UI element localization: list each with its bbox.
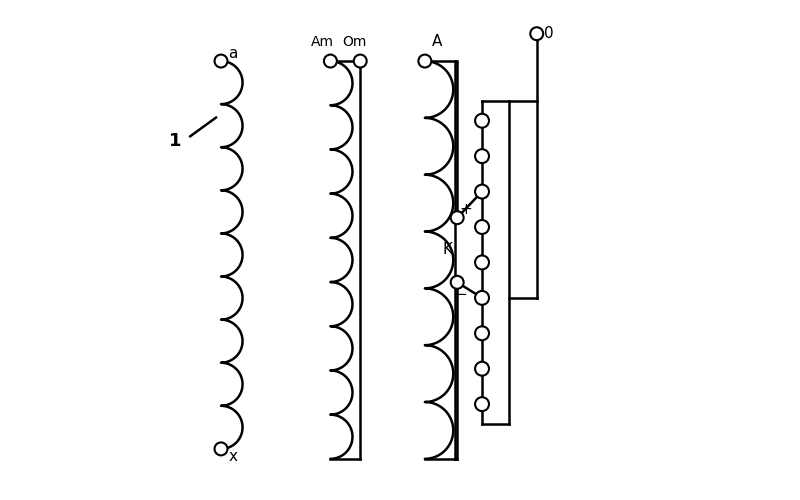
Text: 0: 0 (544, 26, 554, 41)
Circle shape (475, 220, 489, 234)
Text: A: A (432, 34, 442, 48)
Circle shape (475, 326, 489, 340)
Circle shape (324, 54, 337, 68)
Text: Om: Om (342, 34, 366, 48)
Circle shape (530, 27, 543, 40)
Text: x: x (229, 449, 238, 464)
Circle shape (418, 54, 431, 68)
Circle shape (475, 362, 489, 376)
Text: −: − (454, 287, 467, 302)
Text: Am: Am (310, 34, 334, 48)
Circle shape (475, 256, 489, 270)
Circle shape (475, 184, 489, 198)
Circle shape (450, 276, 464, 289)
Circle shape (475, 114, 489, 128)
Circle shape (475, 291, 489, 305)
Circle shape (214, 442, 227, 456)
Text: +: + (460, 202, 473, 216)
Circle shape (450, 211, 464, 224)
Circle shape (475, 149, 489, 163)
Circle shape (475, 397, 489, 411)
Text: K: K (442, 242, 452, 258)
Circle shape (354, 54, 366, 68)
Circle shape (214, 54, 227, 68)
Text: 1: 1 (169, 132, 182, 150)
Text: a: a (229, 46, 238, 61)
